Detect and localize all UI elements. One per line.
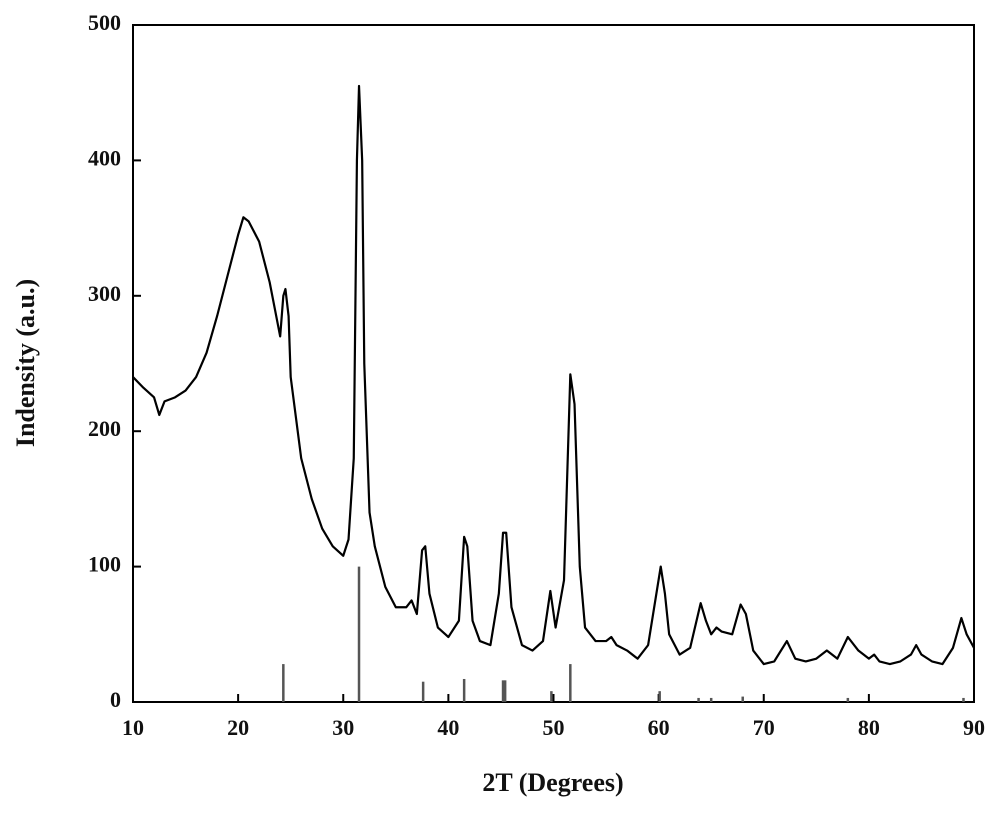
y-tick-label: 500: [88, 10, 121, 35]
x-tick-label: 50: [543, 715, 565, 740]
x-tick-label: 80: [858, 715, 880, 740]
x-tick-label: 10: [122, 715, 144, 740]
y-tick-label: 100: [88, 552, 121, 577]
x-axis-title: 2T (Degrees): [482, 768, 623, 797]
y-tick-label: 0: [110, 687, 121, 712]
plot-frame: [132, 24, 975, 703]
data-line: [132, 84, 975, 666]
y-tick-label: 200: [88, 416, 121, 441]
x-tick-label: 20: [227, 715, 249, 740]
x-tick-label: 60: [648, 715, 670, 740]
y-tick-label: 300: [88, 281, 121, 306]
y-axis-title: Indensity (a.u.): [11, 279, 40, 447]
x-tick-label: 70: [753, 715, 775, 740]
x-tick-label: 90: [963, 715, 985, 740]
x-tick-label: 30: [332, 715, 354, 740]
y-tick-label: 400: [88, 145, 121, 170]
x-tick-label: 40: [437, 715, 459, 740]
